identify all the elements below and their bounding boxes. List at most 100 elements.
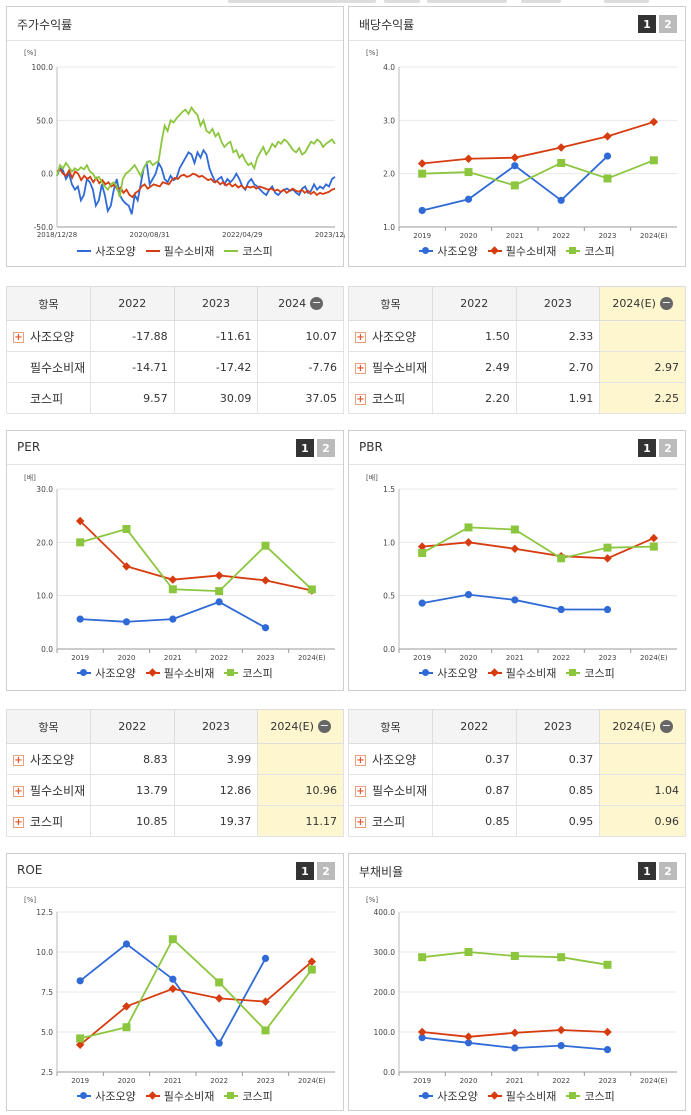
legend-item-k[interactable]: 코스피 xyxy=(224,1088,273,1104)
collapse-icon[interactable]: − xyxy=(659,719,673,734)
row-label-cell: + 사조오양 xyxy=(6,743,91,775)
legend-label: 사조오양 xyxy=(437,245,478,258)
legend-marker xyxy=(419,668,434,678)
table-header-cell: 항목 xyxy=(6,709,91,744)
pbr-table: 항목 2022 2023 2024(E) − + 사조오양 0.37 0.37 + 필수소비재 0.8… xyxy=(348,709,686,837)
legend-item-k[interactable]: 코스피 xyxy=(224,665,273,681)
series-point xyxy=(168,984,178,994)
x-tick-label: 2020 xyxy=(460,654,478,662)
expand-plus-icon[interactable]: + xyxy=(355,393,366,405)
row-label: 사조오양 xyxy=(30,329,75,344)
series-point xyxy=(510,181,519,190)
chart-legend: 사조오양 필수소비재 코스피 xyxy=(349,1088,685,1104)
table-cell: 0.85 xyxy=(515,774,601,806)
expand-plus-icon[interactable]: + xyxy=(13,785,24,797)
legend-item-c[interactable]: 필수소비재 xyxy=(145,1088,214,1104)
series-line xyxy=(56,168,336,199)
legend-marker xyxy=(77,1091,92,1101)
chart-toggle-2-button[interactable]: 2 xyxy=(317,862,335,880)
table-cell: 13.79 xyxy=(89,774,175,806)
legend-item-c[interactable]: 필수소비재 xyxy=(487,243,556,259)
expand-plus-icon[interactable]: + xyxy=(355,754,366,766)
series-point xyxy=(556,1025,566,1035)
top-tab[interactable] xyxy=(604,0,649,3)
series-line xyxy=(79,520,313,592)
legend-item-s[interactable]: 사조오양 xyxy=(77,243,136,259)
expand-plus-icon[interactable]: + xyxy=(355,362,366,374)
y-tick-label: 5.0 xyxy=(41,1028,53,1037)
legend-item-c[interactable]: 필수소비재 xyxy=(145,243,214,259)
legend-item-s[interactable]: 사조오양 xyxy=(77,665,136,681)
table-cell: -17.88 xyxy=(89,320,175,352)
legend-item-k[interactable]: 코스피 xyxy=(566,243,615,259)
legend-label: 필수소비재 xyxy=(505,667,557,680)
expand-plus-icon: + xyxy=(13,363,24,374)
table-header-cell: 항목 xyxy=(348,286,433,321)
expand-plus-icon[interactable]: + xyxy=(355,331,366,343)
table-cell: 10.07 xyxy=(257,320,344,352)
series-point xyxy=(261,1026,270,1035)
series-point xyxy=(603,1046,612,1054)
table-cell: 0.96 xyxy=(599,805,686,837)
table-header-row: 항목 2022 2023 2024(E) − xyxy=(348,709,686,744)
table-cell: -17.42 xyxy=(173,351,259,383)
series-point xyxy=(557,1042,565,1050)
chart-toggle-1-button[interactable]: 1 xyxy=(638,15,656,33)
header-text: 항목 xyxy=(380,720,401,734)
chart-toggle-1-button[interactable]: 1 xyxy=(638,862,656,880)
y-tick-label: 12.5 xyxy=(36,908,53,917)
expand-plus-icon[interactable]: + xyxy=(13,816,24,828)
legend-item-k[interactable]: 코스피 xyxy=(224,243,273,259)
expand-plus-icon[interactable]: + xyxy=(13,331,24,343)
top-tab[interactable] xyxy=(427,0,507,3)
expand-plus-icon[interactable]: + xyxy=(355,785,366,797)
legend-item-c[interactable]: 필수소비재 xyxy=(487,665,557,681)
legend-item-s[interactable]: 사조오양 xyxy=(419,665,478,681)
chart-toggle-1-button[interactable]: 1 xyxy=(296,862,314,880)
legend-item-c[interactable]: 필수소비재 xyxy=(487,1088,556,1104)
legend-item-k[interactable]: 코스피 xyxy=(566,1088,615,1104)
chart-toggle-1-button[interactable]: 1 xyxy=(296,439,314,457)
series-point xyxy=(215,598,223,606)
collapse-icon[interactable]: − xyxy=(659,296,673,311)
table-header-cell: 2023 xyxy=(173,286,259,321)
legend-label: 코스피 xyxy=(242,1090,273,1103)
series-point xyxy=(464,538,473,547)
top-tab[interactable] xyxy=(228,0,376,3)
legend-marker xyxy=(77,246,92,256)
series-point xyxy=(76,977,84,985)
legend-item-c[interactable]: 필수소비재 xyxy=(145,665,214,681)
chart-toggle-2-button[interactable]: 2 xyxy=(317,439,335,457)
chart-toggle-2-button[interactable]: 2 xyxy=(659,15,677,33)
collapse-icon[interactable]: − xyxy=(310,296,324,311)
y-tick-label: 1.5 xyxy=(383,485,395,494)
series-point xyxy=(417,1027,427,1037)
table-header-cell: 2024(E) − xyxy=(599,286,686,321)
expand-plus-icon[interactable]: + xyxy=(355,816,366,828)
series-point xyxy=(464,195,473,203)
chart-toggle-2-button[interactable]: 2 xyxy=(659,862,677,880)
legend-item-k[interactable]: 코스피 xyxy=(566,665,615,681)
legend-item-s[interactable]: 사조오양 xyxy=(77,1088,136,1104)
y-tick-label: 0.0 xyxy=(383,1068,395,1077)
x-tick-label: 2018/12/28 xyxy=(37,231,77,239)
row-label-cell: + 사조오양 xyxy=(348,320,433,352)
table-row: + 필수소비재 2.49 2.70 2.97 xyxy=(348,351,686,383)
y-unit-label: [%] xyxy=(24,49,37,57)
legend-label: 사조오양 xyxy=(95,1090,136,1103)
top-tab[interactable] xyxy=(521,0,561,3)
legend-item-s[interactable]: 사조오양 xyxy=(419,243,478,259)
x-tick-label: 2022 xyxy=(210,1077,228,1085)
legend-item-s[interactable]: 사조오양 xyxy=(419,1088,478,1104)
collapse-icon[interactable]: − xyxy=(317,719,331,734)
expand-plus-icon[interactable]: + xyxy=(13,754,24,766)
series-point xyxy=(557,159,566,167)
y-tick-label: 10.0 xyxy=(36,948,53,957)
chart-legend: 사조오양 필수소비재 코스피 xyxy=(7,243,343,259)
y-tick-label: 100.0 xyxy=(374,1028,396,1037)
header-text: 2024 xyxy=(278,296,307,310)
top-tab[interactable] xyxy=(384,0,420,3)
chart-toggle-2-button[interactable]: 2 xyxy=(659,439,677,457)
chart-toggle-1-button[interactable]: 1 xyxy=(638,439,656,457)
